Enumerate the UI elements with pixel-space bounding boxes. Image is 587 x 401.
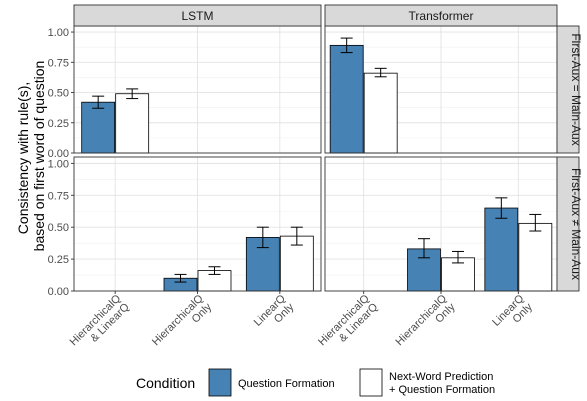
strip-transformer: [324, 4, 558, 27]
legend: Condition Question Formation Next-Word P…: [136, 368, 496, 397]
bar-hl-series-2: [363, 72, 398, 154]
bar-hl-series-1: [329, 44, 364, 154]
strip-label-row-1: First-Aux = Main-Aux: [569, 33, 583, 145]
y-tick-label: 1.00: [48, 27, 69, 39]
y-tick-label: 0.00: [48, 148, 69, 160]
y-axis-title: Consistency with rule(s), based on first…: [15, 61, 47, 252]
y-axis-title-line-2: based on first word of question: [31, 61, 47, 252]
strip-label-transformer: Transformer: [409, 9, 474, 23]
y-tick-label: 0.50: [48, 88, 69, 100]
y-tick-label: 0.75: [48, 190, 69, 202]
y-tick-label: 0.25: [48, 254, 69, 266]
panels: [73, 25, 558, 292]
bar-l-series-1: [484, 207, 519, 292]
y-tick-label: 0.75: [48, 57, 69, 69]
legend-title: Condition: [136, 375, 195, 391]
y-tick-label: 1.00: [48, 158, 69, 170]
legend-label-line-2: + Question Formation: [389, 384, 495, 396]
strip-row-2: [556, 156, 580, 292]
strip-row-1: [556, 25, 580, 154]
bar-hl-series-1: [81, 101, 116, 154]
panel-transformer-row-1: [325, 26, 557, 154]
strip-label-lstm: LSTM: [181, 9, 213, 23]
strip-label-row-2: First-Aux ≠ Main-Aux: [569, 168, 583, 280]
panel-lstm-row-1: [74, 26, 321, 154]
panel-lstm-row-2: [74, 157, 321, 292]
strip-lstm: [73, 4, 322, 27]
y-tick-label: 0.50: [48, 222, 69, 234]
legend-key-next-word-prediction: [359, 368, 383, 397]
legend-label-question-formation: Question Formation: [238, 378, 335, 390]
y-tick-label: 0.25: [48, 118, 69, 130]
legend-label-next-word-prediction: Next-Word Prediction + Question Formatio…: [389, 371, 496, 396]
legend-label-line-1: Next-Word Prediction: [389, 371, 493, 383]
y-axis-title-line-1: Consistency with rule(s),: [15, 82, 31, 235]
legend-key-question-formation: [208, 368, 232, 397]
panel-transformer-row-2: [325, 157, 557, 292]
facet-strips: LSTM Transformer First-Aux = Main-Aux First…: [73, 4, 583, 292]
bar-hl-series-2: [115, 93, 150, 154]
y-tick-label: 0.00: [48, 286, 69, 298]
bar-l-series-2: [518, 222, 553, 292]
